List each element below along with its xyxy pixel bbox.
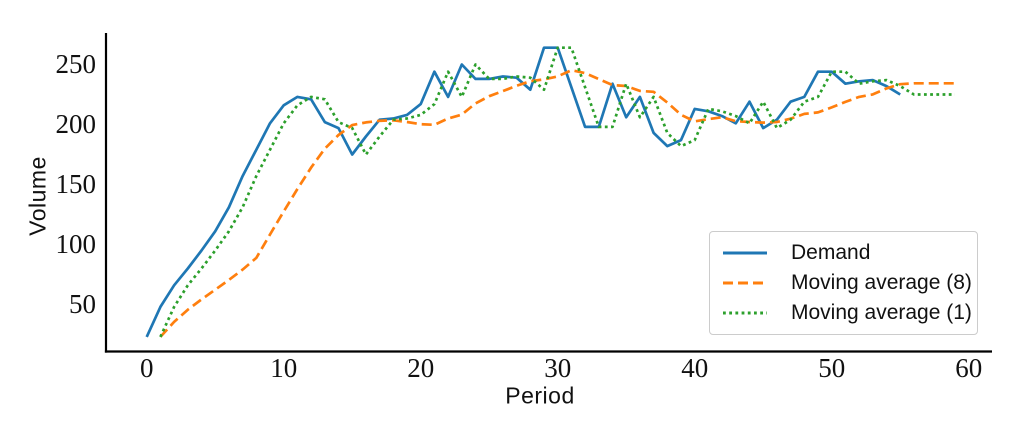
- x-tick-label: 10: [270, 353, 297, 383]
- moving-average-8-line: [159, 68, 955, 338]
- x-tick-label: 50: [818, 353, 845, 383]
- legend-label-moving-average-8: Moving average (8): [791, 271, 972, 294]
- legend: Demand Moving average (8) Moving average…: [709, 231, 978, 335]
- legend-label-demand: Demand: [791, 241, 871, 264]
- legend-item-moving-average-8: Moving average (8): [710, 269, 977, 297]
- legend-label-moving-average-1: Moving average (1): [791, 301, 972, 324]
- x-axis-label: Period: [505, 382, 575, 409]
- x-tick-label: 20: [407, 353, 434, 383]
- legend-item-demand: Demand: [710, 239, 977, 267]
- y-tick-label: 200: [56, 109, 97, 139]
- dashed-line-swatch-icon: [723, 281, 767, 285]
- y-tick-label: 250: [56, 49, 97, 79]
- demand-line-swatch-icon: [723, 251, 767, 255]
- x-tick-label: 0: [140, 353, 154, 383]
- x-tick-label: 30: [544, 353, 571, 383]
- y-tick-label: 50: [69, 289, 96, 319]
- y-axis-label: Volume: [24, 156, 51, 236]
- dotted-line-swatch-icon: [723, 311, 767, 315]
- x-tick-label: 40: [681, 353, 708, 383]
- y-tick-label: 150: [56, 169, 97, 199]
- legend-item-moving-average-1: Moving average (1): [710, 299, 977, 327]
- moving-average-1-line: [159, 46, 955, 338]
- x-tick-label: 60: [955, 353, 982, 383]
- y-tick-label: 100: [56, 229, 97, 259]
